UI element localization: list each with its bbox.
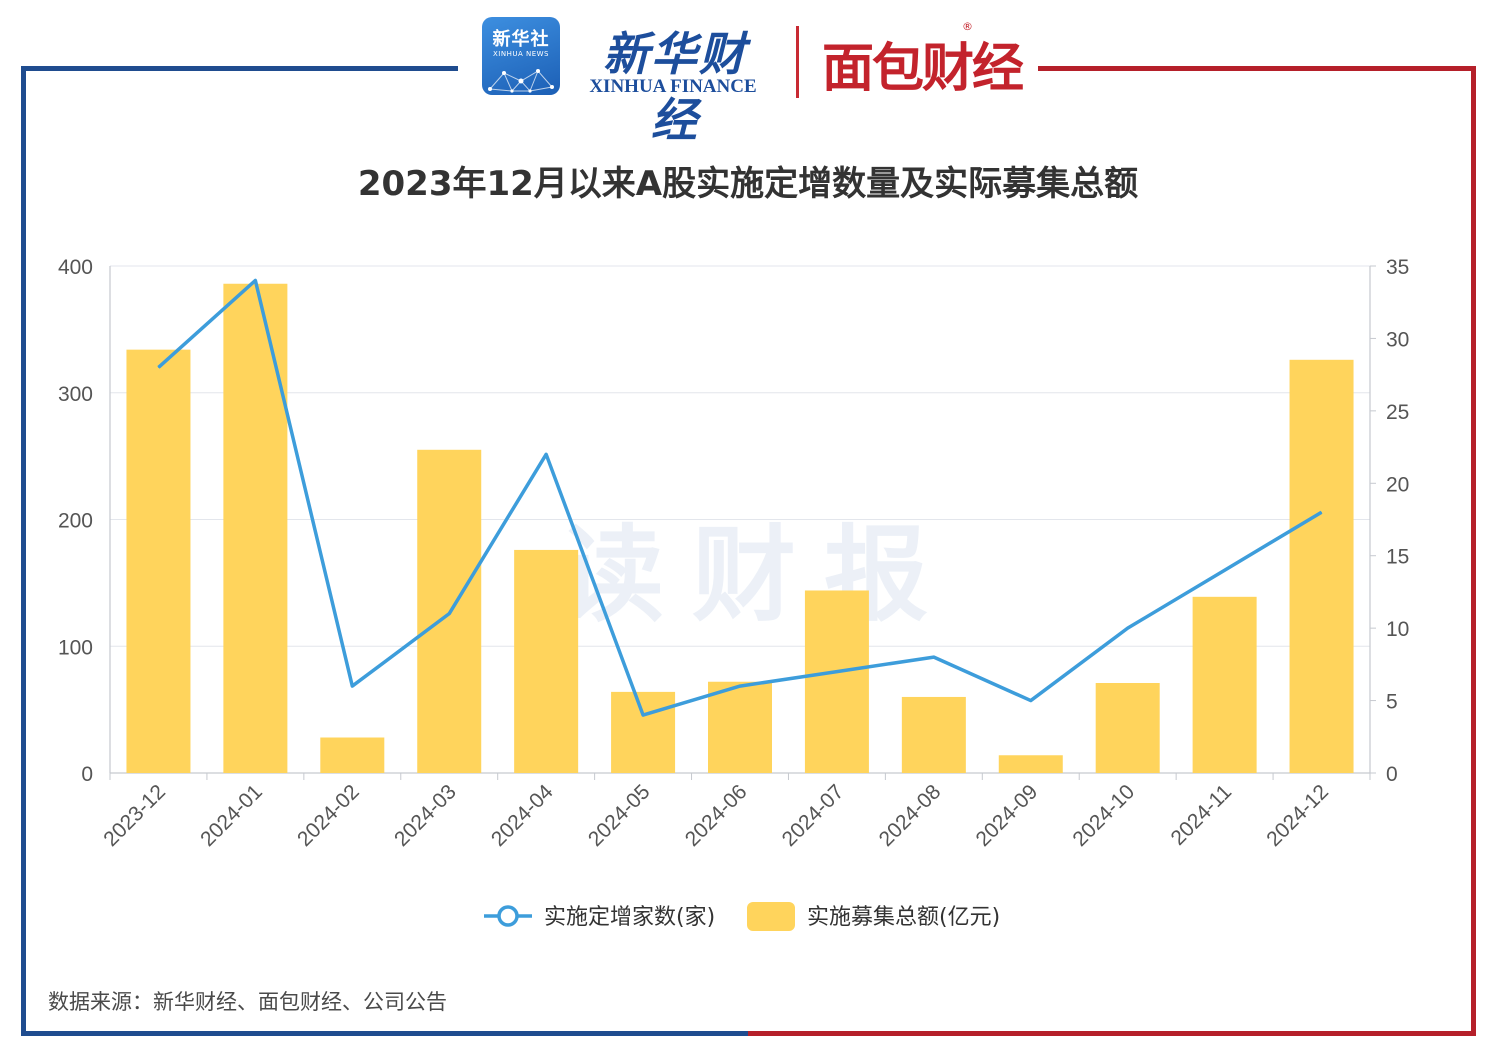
x-tick-label: 2023-12	[99, 780, 170, 851]
x-tick-label: 2024-09	[972, 780, 1043, 851]
x-tick-label: 2024-10	[1068, 780, 1139, 851]
y-left-tick-label: 300	[58, 383, 93, 406]
frame-bottom-left	[21, 1031, 748, 1036]
line-point	[1127, 627, 1129, 629]
x-tick-label: 2024-04	[487, 780, 558, 851]
x-tick-label: 2024-08	[875, 780, 946, 851]
bar	[804, 590, 869, 773]
legend-label-line: 实施定增家数(家)	[544, 905, 715, 930]
bar	[514, 549, 579, 773]
line-point	[448, 613, 450, 615]
line-point	[1224, 569, 1226, 571]
bar	[611, 691, 676, 773]
bar	[708, 681, 772, 773]
frame-left	[21, 66, 26, 1036]
y-left-tick-label: 200	[58, 510, 93, 533]
x-tick-label: 2024-03	[390, 780, 461, 851]
bar	[1289, 359, 1354, 773]
logo-divider	[796, 26, 799, 98]
line-point	[545, 453, 547, 455]
logo-badge-text: 新华社	[492, 29, 550, 50]
line-point	[1030, 700, 1032, 702]
y-left-tick-label: 100	[58, 636, 93, 659]
frame-right	[1471, 66, 1476, 1036]
legend-line-marker	[497, 905, 519, 927]
y-right-tick-label: 5	[1386, 691, 1398, 714]
bar	[1095, 683, 1160, 773]
x-tick-label: 2024-05	[584, 780, 655, 851]
line-point	[254, 279, 256, 281]
legend-label-bar: 实施募集总额(亿元)	[807, 905, 1000, 930]
y-right-tick-label: 35	[1386, 256, 1409, 279]
chart-title: 2023年12月以来A股实施定增数量及实际募集总额	[357, 164, 1139, 204]
xinhua-news-logo: 新华社 XINHUA NEWS	[482, 17, 560, 95]
registered-mark: ®	[962, 20, 973, 33]
network-icon	[488, 69, 554, 93]
y-right-tick-label: 25	[1386, 401, 1409, 424]
x-tick-label: 2024-06	[681, 780, 752, 851]
bar	[998, 755, 1063, 773]
y-right-tick-label: 0	[1386, 763, 1398, 786]
y-left-tick-label: 400	[58, 256, 93, 279]
y-left-tick-label: 0	[81, 763, 93, 786]
y-right-tick-label: 10	[1386, 618, 1409, 641]
bar	[1192, 596, 1257, 773]
line-series-path	[157, 278, 1323, 717]
y-right-tick-label: 20	[1386, 473, 1409, 496]
x-tick-label: 2024-01	[196, 780, 267, 851]
xinhua-finance-logo-cn: 新华财经	[603, 27, 747, 147]
legend-bar-swatch	[747, 902, 795, 931]
frame-bottom-right	[748, 1031, 1476, 1036]
logo-badge-sub: XINHUA NEWS	[492, 50, 550, 58]
data-source-note: 数据来源：新华财经、面包财经、公司公告	[48, 990, 447, 1014]
xinhua-finance-logo-en: XINHUA FINANCE	[589, 76, 757, 97]
x-tick-label: 2024-11	[1166, 780, 1236, 850]
line-point	[642, 714, 644, 716]
bar	[223, 283, 288, 773]
y-right-tick-label: 15	[1386, 546, 1409, 569]
x-tick-label: 2024-12	[1262, 780, 1333, 851]
line-point	[351, 685, 353, 687]
line-point	[836, 671, 838, 673]
line-point	[933, 656, 935, 658]
line-point	[1321, 511, 1323, 513]
frame-top-right	[1038, 66, 1476, 71]
y-right-tick-label: 30	[1386, 328, 1409, 351]
mianbao-finance-logo: 面包财经	[822, 39, 1024, 99]
x-tick-label: 2024-07	[778, 780, 849, 851]
line-point	[739, 685, 741, 687]
bar	[901, 696, 966, 773]
bar	[320, 737, 385, 773]
bar	[126, 349, 191, 773]
frame-top-left	[21, 66, 458, 71]
line-point	[157, 366, 159, 368]
x-tick-label: 2024-02	[293, 780, 364, 851]
